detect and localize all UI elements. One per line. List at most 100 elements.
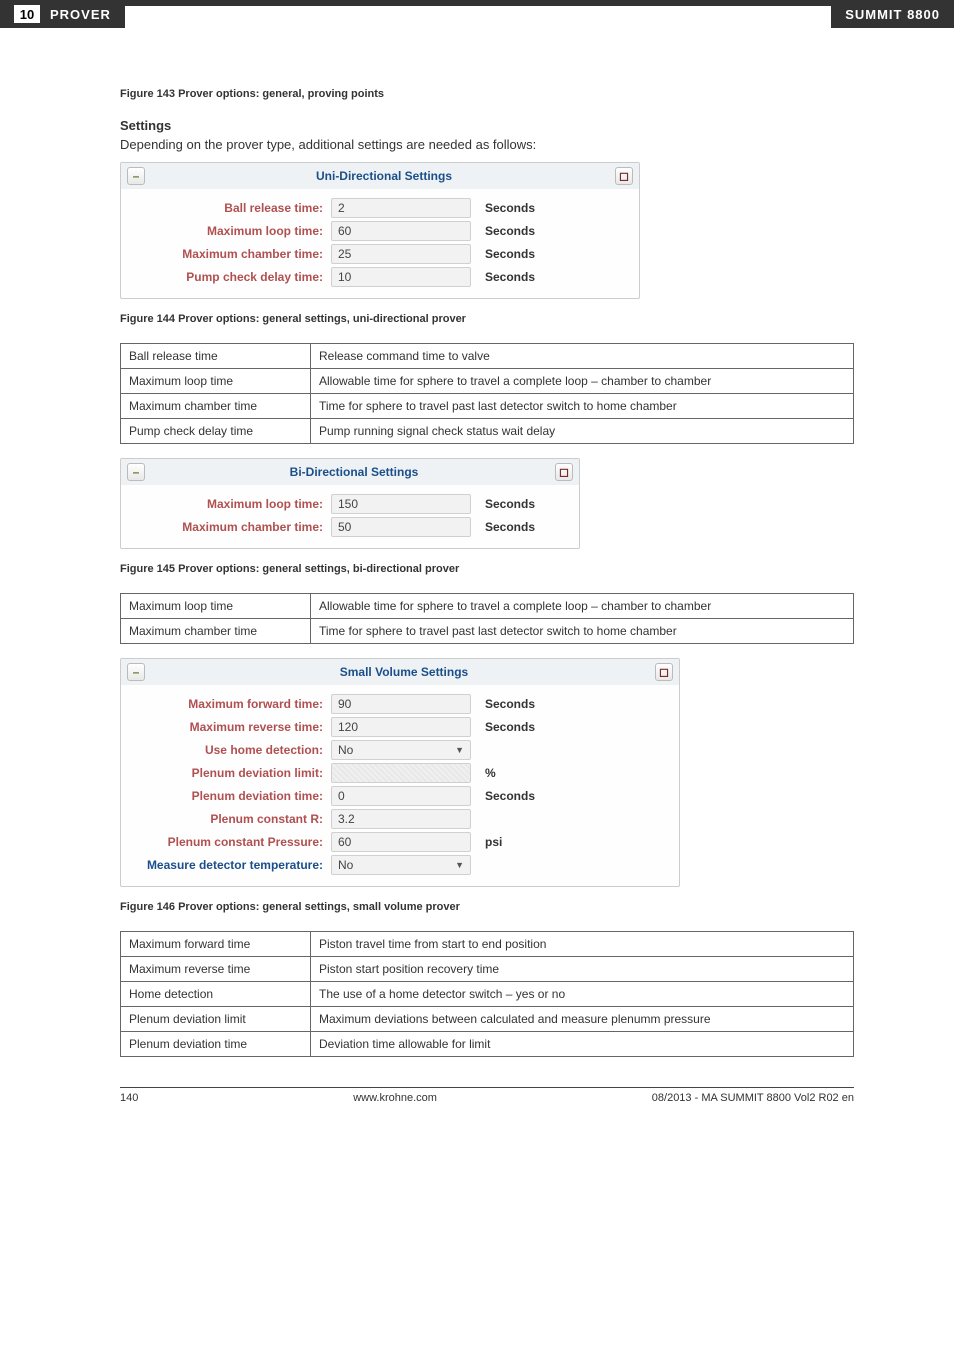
sv-row-measure-temp: Measure detector temperature: No: [131, 855, 669, 875]
input-pump-delay[interactable]: 10: [331, 267, 471, 287]
label: Maximum loop time:: [131, 224, 331, 238]
topbar-divider: [125, 0, 831, 6]
uni-panel-body: Ball release time: 2 Seconds Maximum loo…: [121, 189, 639, 298]
cell-def: Allowable time for sphere to travel a co…: [311, 594, 854, 619]
uni-directional-panel: – Uni-Directional Settings ◻ Ball releas…: [120, 162, 640, 299]
sv-panel-header: – Small Volume Settings ◻: [121, 659, 679, 685]
label: Maximum chamber time:: [131, 520, 331, 534]
unit: Seconds: [471, 224, 535, 238]
label: Maximum forward time:: [131, 697, 331, 711]
input-ball-release[interactable]: 2: [331, 198, 471, 218]
unit: Seconds: [471, 270, 535, 284]
label: Maximum reverse time:: [131, 720, 331, 734]
expand-icon[interactable]: ◻: [555, 463, 573, 481]
label: Pump check delay time:: [131, 270, 331, 284]
cell-def: The use of a home detector switch – yes …: [311, 982, 854, 1007]
bi-definition-table: Maximum loop timeAllowable time for sphe…: [120, 593, 854, 644]
bi-directional-panel: – Bi-Directional Settings ◻ Maximum loop…: [120, 458, 580, 549]
chapter-number: 10: [14, 5, 40, 23]
table-row: Maximum reverse timePiston start positio…: [121, 957, 854, 982]
input-forward-time[interactable]: 90: [331, 694, 471, 714]
input-const-r[interactable]: 3.2: [331, 809, 471, 829]
input-dev-time[interactable]: 0: [331, 786, 471, 806]
cell-term: Plenum deviation limit: [121, 1007, 311, 1032]
collapse-icon[interactable]: –: [127, 167, 145, 185]
table-row: Maximum chamber timeTime for sphere to t…: [121, 394, 854, 419]
sv-row-reverse: Maximum reverse time: 120 Seconds: [131, 717, 669, 737]
label: Ball release time:: [131, 201, 331, 215]
cell-def: Release command time to valve: [311, 344, 854, 369]
expand-icon[interactable]: ◻: [655, 663, 673, 681]
table-row: Plenum deviation timeDeviation time allo…: [121, 1032, 854, 1057]
sv-row-const-r: Plenum constant R: 3.2: [131, 809, 669, 829]
input-max-loop[interactable]: 150: [331, 494, 471, 514]
cell-def: Allowable time for sphere to travel a co…: [311, 369, 854, 394]
collapse-icon[interactable]: –: [127, 663, 145, 681]
uni-panel-header: – Uni-Directional Settings ◻: [121, 163, 639, 189]
sv-panel-body: Maximum forward time: 90 Seconds Maximum…: [121, 685, 679, 886]
cell-term: Maximum loop time: [121, 369, 311, 394]
figure-caption-144: Figure 144 Prover options: general setti…: [120, 313, 854, 325]
topbar-left: 10 PROVER: [0, 0, 125, 28]
table-row: Maximum forward timePiston travel time f…: [121, 932, 854, 957]
cell-def: Maximum deviations between calculated an…: [311, 1007, 854, 1032]
label: Measure detector temperature:: [131, 858, 331, 872]
dropdown-measure-temp[interactable]: No: [331, 855, 471, 875]
sv-row-const-pressure: Plenum constant Pressure: 60 psi: [131, 832, 669, 852]
bi-row-max-chamber: Maximum chamber time: 50 Seconds: [131, 517, 569, 537]
figure-caption-143: Figure 143 Prover options: general, prov…: [120, 88, 854, 100]
uni-row-pump-delay: Pump check delay time: 10 Seconds: [131, 267, 629, 287]
label: Plenum deviation limit:: [131, 766, 331, 780]
product-name: SUMMIT 8800: [831, 0, 954, 28]
cell-term: Maximum chamber time: [121, 619, 311, 644]
cell-def: Piston start position recovery time: [311, 957, 854, 982]
uni-panel-title: Uni-Directional Settings: [153, 169, 615, 183]
sv-panel-title: Small Volume Settings: [153, 665, 655, 679]
settings-body: Depending on the prover type, additional…: [120, 137, 854, 152]
table-row: Maximum chamber timeTime for sphere to t…: [121, 619, 854, 644]
collapse-icon[interactable]: –: [127, 463, 145, 481]
label: Plenum constant Pressure:: [131, 835, 331, 849]
cell-def: Deviation time allowable for limit: [311, 1032, 854, 1057]
sv-row-dev-limit: Plenum deviation limit: %: [131, 763, 669, 783]
dropdown-home-detection[interactable]: No: [331, 740, 471, 760]
page-content: Figure 143 Prover options: general, prov…: [0, 28, 954, 1134]
input-max-chamber[interactable]: 25: [331, 244, 471, 264]
uni-row-ball-release: Ball release time: 2 Seconds: [131, 198, 629, 218]
table-row: Plenum deviation limitMaximum deviations…: [121, 1007, 854, 1032]
label: Plenum constant R:: [131, 812, 331, 826]
cell-term: Maximum loop time: [121, 594, 311, 619]
table-row: Maximum loop timeAllowable time for sphe…: [121, 594, 854, 619]
unit: Seconds: [471, 497, 535, 511]
table-row: Ball release timeRelease command time to…: [121, 344, 854, 369]
input-reverse-time[interactable]: 120: [331, 717, 471, 737]
bi-panel-title: Bi-Directional Settings: [153, 465, 555, 479]
label: Use home detection:: [131, 743, 331, 757]
cell-term: Ball release time: [121, 344, 311, 369]
settings-heading: Settings: [120, 118, 854, 133]
sv-row-forward: Maximum forward time: 90 Seconds: [131, 694, 669, 714]
bi-panel-body: Maximum loop time: 150 Seconds Maximum c…: [121, 485, 579, 548]
table-row: Home detectionThe use of a home detector…: [121, 982, 854, 1007]
small-volume-panel: – Small Volume Settings ◻ Maximum forwar…: [120, 658, 680, 887]
unit: Seconds: [471, 520, 535, 534]
figure-caption-146: Figure 146 Prover options: general setti…: [120, 901, 854, 913]
expand-icon[interactable]: ◻: [615, 167, 633, 185]
input-const-pressure[interactable]: 60: [331, 832, 471, 852]
input-max-loop[interactable]: 60: [331, 221, 471, 241]
input-dev-limit[interactable]: [331, 763, 471, 783]
unit: Seconds: [471, 201, 535, 215]
input-max-chamber[interactable]: 50: [331, 517, 471, 537]
chapter-title: PROVER: [50, 7, 111, 22]
unit: Seconds: [471, 720, 535, 734]
bi-row-max-loop: Maximum loop time: 150 Seconds: [131, 494, 569, 514]
sv-row-dev-time: Plenum deviation time: 0 Seconds: [131, 786, 669, 806]
cell-term: Home detection: [121, 982, 311, 1007]
sv-definition-table: Maximum forward timePiston travel time f…: [120, 931, 854, 1057]
cell-def: Piston travel time from start to end pos…: [311, 932, 854, 957]
figure-caption-145: Figure 145 Prover options: general setti…: [120, 563, 854, 575]
page-footer: 140 www.krohne.com 08/2013 - MA SUMMIT 8…: [120, 1087, 854, 1104]
unit: Seconds: [471, 789, 535, 803]
unit: psi: [471, 835, 502, 849]
sv-row-home-detect: Use home detection: No: [131, 740, 669, 760]
